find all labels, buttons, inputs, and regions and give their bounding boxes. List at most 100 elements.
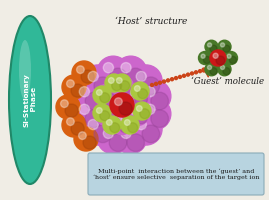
Circle shape — [109, 68, 127, 86]
Circle shape — [99, 89, 107, 96]
Circle shape — [131, 82, 149, 100]
Circle shape — [199, 70, 201, 73]
Circle shape — [77, 66, 84, 73]
Circle shape — [207, 65, 212, 70]
Circle shape — [97, 56, 129, 88]
Circle shape — [136, 119, 146, 130]
Circle shape — [167, 79, 169, 82]
Circle shape — [93, 86, 111, 104]
Circle shape — [113, 74, 131, 92]
Circle shape — [105, 74, 123, 92]
Circle shape — [121, 128, 131, 138]
Circle shape — [150, 84, 154, 86]
Circle shape — [130, 65, 162, 97]
Circle shape — [99, 107, 107, 114]
Circle shape — [207, 43, 212, 47]
Circle shape — [162, 80, 165, 83]
Circle shape — [115, 116, 122, 123]
Circle shape — [81, 70, 94, 83]
Circle shape — [115, 80, 122, 87]
Circle shape — [95, 102, 118, 126]
Circle shape — [104, 111, 116, 124]
Circle shape — [121, 63, 131, 73]
Circle shape — [171, 78, 174, 81]
Circle shape — [175, 77, 178, 80]
Circle shape — [218, 63, 231, 76]
Circle shape — [227, 54, 231, 58]
Circle shape — [134, 86, 140, 91]
Text: ‘Guest’ molecule: ‘Guest’ molecule — [192, 77, 265, 86]
Circle shape — [88, 119, 98, 130]
Circle shape — [56, 95, 80, 119]
Circle shape — [139, 98, 171, 130]
Circle shape — [190, 72, 193, 75]
Circle shape — [213, 53, 218, 58]
Circle shape — [205, 63, 218, 76]
Circle shape — [158, 81, 161, 84]
Circle shape — [72, 61, 96, 85]
Circle shape — [85, 110, 103, 127]
Circle shape — [126, 84, 149, 108]
Circle shape — [221, 65, 225, 70]
Circle shape — [100, 93, 110, 103]
Circle shape — [128, 123, 138, 133]
Circle shape — [225, 51, 238, 64]
Circle shape — [107, 120, 112, 125]
Circle shape — [136, 106, 142, 111]
Circle shape — [109, 134, 127, 151]
Circle shape — [79, 104, 90, 114]
Circle shape — [66, 118, 74, 125]
Circle shape — [130, 113, 162, 145]
Circle shape — [74, 127, 98, 151]
Circle shape — [115, 56, 147, 88]
Circle shape — [96, 108, 102, 113]
Circle shape — [95, 84, 118, 108]
Ellipse shape — [9, 16, 51, 184]
Circle shape — [71, 122, 84, 135]
Circle shape — [205, 40, 218, 53]
Circle shape — [199, 51, 211, 64]
Circle shape — [119, 84, 132, 97]
Circle shape — [93, 104, 111, 122]
Circle shape — [210, 50, 226, 66]
Circle shape — [145, 87, 155, 97]
Circle shape — [82, 113, 114, 145]
Circle shape — [82, 65, 114, 97]
Circle shape — [111, 111, 133, 135]
Circle shape — [79, 132, 86, 139]
Circle shape — [127, 68, 144, 86]
Circle shape — [140, 109, 150, 119]
Circle shape — [79, 87, 90, 97]
Circle shape — [130, 107, 138, 114]
Circle shape — [88, 71, 98, 82]
Circle shape — [154, 82, 158, 85]
Circle shape — [136, 71, 146, 82]
Circle shape — [103, 128, 114, 138]
Circle shape — [229, 56, 236, 64]
Circle shape — [125, 120, 130, 125]
Circle shape — [120, 81, 130, 91]
Circle shape — [119, 120, 132, 133]
Circle shape — [94, 77, 112, 95]
Circle shape — [151, 110, 168, 127]
Circle shape — [62, 113, 86, 137]
Circle shape — [111, 75, 133, 99]
Circle shape — [97, 122, 129, 154]
Circle shape — [142, 125, 160, 143]
Circle shape — [130, 89, 138, 96]
Circle shape — [83, 136, 96, 149]
Circle shape — [139, 80, 171, 112]
Circle shape — [223, 68, 230, 75]
Circle shape — [100, 111, 110, 121]
Circle shape — [96, 90, 102, 95]
Circle shape — [110, 93, 134, 117]
Text: ‘Host’ structure: ‘Host’ structure — [115, 18, 187, 26]
Circle shape — [110, 123, 120, 133]
Text: Multi-point  interaction between the ‘guest’ and
‘host’ ensure selective  separa: Multi-point interaction between the ‘gue… — [93, 168, 259, 180]
Circle shape — [133, 102, 151, 120]
Circle shape — [121, 116, 139, 134]
Circle shape — [202, 68, 206, 72]
Circle shape — [145, 104, 155, 114]
Circle shape — [218, 40, 231, 53]
Circle shape — [119, 102, 132, 115]
